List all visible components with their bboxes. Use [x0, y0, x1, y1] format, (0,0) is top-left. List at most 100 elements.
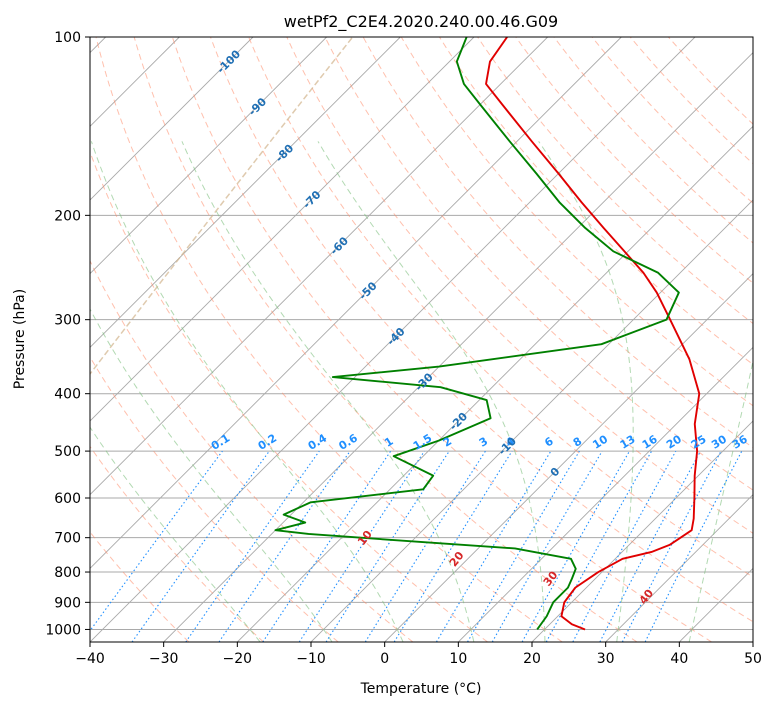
isotherm-grid [90, 37, 753, 642]
dry-adiabat-line [668, 37, 753, 125]
temperature-profile-line [485, 37, 701, 631]
isotherm-line [90, 37, 475, 422]
ccl-curve [90, 37, 354, 376]
isotherm-line [531, 420, 753, 642]
dry-adiabat-line [133, 37, 638, 642]
mixing-ratio-label: 3 [477, 435, 490, 450]
isotherm-line [384, 273, 753, 642]
moist-adiabat-line [317, 141, 546, 642]
mixing-ratio-label: 16 [640, 432, 660, 451]
y-tick-label: 900 [54, 595, 81, 611]
dry-adiabat-label: 40 [637, 587, 657, 607]
y-tick-label: 700 [54, 531, 81, 547]
mixing-ratio-label: 30 [709, 432, 729, 451]
isotherm-label: -100 [215, 47, 244, 76]
isotherm-label: -70 [300, 188, 323, 211]
y-tick-label: 300 [54, 313, 81, 329]
x-tick-label: −40 [75, 651, 105, 667]
moist-adiabat-line [538, 141, 634, 642]
mixing-ratio-line [393, 450, 513, 642]
moist-adiabat-line [90, 141, 404, 642]
dry-adiabat-line [629, 37, 753, 165]
isotherm-label: 0 [548, 465, 563, 480]
dry-adiabat-line [477, 37, 753, 325]
isotherm-line [90, 37, 401, 348]
y-tick-label: 200 [54, 208, 81, 224]
y-tick-label: 100 [54, 30, 81, 46]
mixing-ratio-line [90, 450, 223, 632]
mixing-ratio-line [467, 450, 580, 642]
mixing-ratio-label: 0.4 [306, 431, 330, 453]
isotherm-label: -80 [273, 142, 296, 165]
x-tick-label: 30 [597, 651, 615, 667]
x-tick-label: 10 [449, 651, 467, 667]
isotherm-line [237, 125, 753, 642]
isotherm-line [90, 37, 254, 201]
isotherm-line [605, 494, 753, 642]
isotherm-label: -20 [447, 410, 470, 433]
chart-labels: 0.1 0.2 0.4 0.6 1 1.5 2 3 4 6 8 10 13 16 20 25 30 36-100-… [209, 47, 750, 607]
x-tick-label: 0 [380, 651, 389, 667]
mixing-ratio-label: 36 [730, 432, 750, 451]
dry-adiabat-line [400, 37, 753, 407]
isotherm-line [90, 37, 696, 642]
y-tick-label: 400 [54, 387, 81, 403]
dry-adiabat-label: 20 [447, 549, 467, 569]
isotherm-line [163, 52, 753, 642]
y-tick-label: 500 [54, 444, 81, 460]
mixing-ratio-label: 10 [590, 432, 610, 451]
mixing-ratio-label: 8 [571, 435, 584, 450]
mixing-ratio-label: 25 [689, 433, 709, 452]
mixing-ratio-line [364, 450, 486, 642]
y-tick-label: 1000 [45, 622, 81, 638]
plot-frame [89, 36, 754, 643]
sounding-profiles [274, 37, 701, 631]
isotherm-label: -50 [356, 279, 379, 302]
x-axis: −40 −30 −20 −10 0 10 20 30 40 50 [75, 642, 762, 667]
dry-adiabat-line [324, 37, 753, 491]
isotherm-line [90, 37, 327, 275]
dry-adiabat-line [90, 531, 190, 642]
mixing-ratio-line [435, 450, 552, 642]
mixing-ratio-line [218, 450, 351, 642]
x-tick-label: 50 [744, 651, 762, 667]
mixing-ratio-line [262, 450, 392, 642]
x-tick-label: −10 [296, 651, 326, 667]
mixing-ratio-line [599, 450, 702, 642]
dry-adiabat-line [248, 37, 753, 578]
dry-adiabat-label: 30 [541, 568, 561, 588]
x-tick-label: −30 [149, 651, 179, 667]
isotherm-line [752, 641, 753, 642]
y-axis: 100 200 300 400 500 600 700 800 900 1000 [45, 30, 90, 638]
y-tick-label: 800 [54, 565, 81, 581]
y-axis-label: Pressure (hPa) [12, 289, 28, 389]
mixing-ratio-line [521, 450, 630, 642]
isotherm-line [310, 199, 753, 642]
mixing-ratio-line [298, 450, 425, 642]
x-tick-label: 40 [670, 651, 688, 667]
dry-adiabat-line [553, 37, 753, 244]
moist-adiabat-line [181, 141, 475, 642]
y-tick-label: 600 [54, 491, 81, 507]
dewpoint-profile-line [274, 37, 680, 631]
moist-adiabat-line [688, 358, 753, 642]
x-tick-label: −20 [223, 651, 253, 667]
dry-adiabat-line [591, 37, 753, 204]
mixing-ratio-line [131, 450, 270, 642]
mixing-ratio-label: 0.1 [209, 431, 232, 452]
moist-adiabat-line [90, 308, 333, 642]
dry-adiabat-line [515, 37, 753, 284]
mixing-ratio-label: 13 [618, 433, 638, 452]
isobar-grid [90, 37, 753, 630]
dry-adiabat-line [90, 150, 488, 642]
isotherm-line [458, 346, 753, 642]
isotherm-label: -90 [246, 95, 269, 118]
moist-adiabat-line [90, 426, 261, 642]
dry-adiabat-line [210, 37, 753, 623]
isotherm-line [679, 567, 753, 642]
x-axis-label: Temperature (°C) [360, 681, 482, 697]
mixing-ratio-lines [90, 450, 743, 642]
mixing-ratio-label: 0.2 [256, 431, 279, 452]
isotherm-label: -60 [328, 234, 351, 257]
